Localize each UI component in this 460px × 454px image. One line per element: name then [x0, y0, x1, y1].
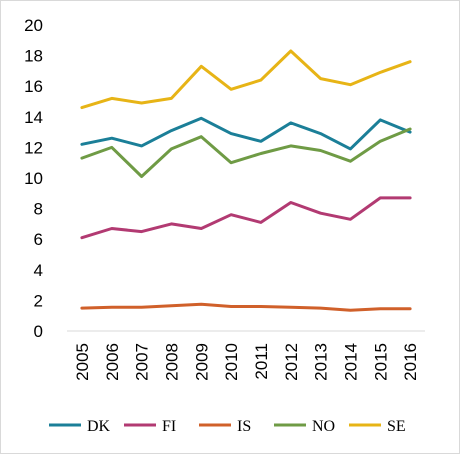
- series-line-se: [80, 49, 412, 110]
- y-tick-label: 14: [24, 108, 43, 127]
- legend-label-fi: FI: [162, 418, 176, 435]
- y-tick-label: 16: [24, 77, 43, 96]
- x-tick-label: 2014: [341, 343, 360, 381]
- series-lines: [80, 49, 412, 312]
- x-axis-tick-labels: 2005 2006 2007 2008 2009 2010 2011 2012 2013 2014…: [73, 343, 420, 381]
- x-tick-label: 2013: [312, 343, 331, 381]
- legend: DK FI IS NO SE: [49, 418, 406, 435]
- x-tick-label: 2005: [73, 343, 92, 381]
- series-line-is: [80, 302, 412, 312]
- series-line-no: [80, 127, 412, 178]
- y-axis-tick-labels: 0 2 4 6 8 10 12 14 16 18 20: [24, 16, 43, 341]
- x-tick-label: 2011: [252, 343, 271, 380]
- y-tick-label: 6: [34, 230, 43, 249]
- series-line-fi: [80, 196, 412, 240]
- x-tick-label: 2010: [222, 343, 241, 381]
- x-tick-label: 2016: [401, 343, 420, 381]
- x-tick-label: 2015: [371, 343, 390, 381]
- y-tick-label: 12: [24, 138, 43, 157]
- y-tick-label: 10: [24, 169, 43, 188]
- x-tick-label: 2009: [192, 343, 211, 381]
- legend-label-no: NO: [312, 418, 335, 435]
- y-tick-label: 4: [34, 261, 43, 280]
- y-tick-label: 0: [34, 322, 43, 341]
- x-tick-label: 2008: [162, 343, 181, 381]
- y-tick-label: 2: [34, 291, 43, 310]
- x-tick-label: 2006: [103, 343, 122, 381]
- y-tick-label: 8: [34, 200, 43, 219]
- legend-label-is: IS: [237, 418, 251, 435]
- x-tick-label: 2012: [282, 343, 301, 381]
- y-tick-label: 18: [24, 47, 43, 66]
- y-tick-label: 20: [24, 16, 43, 35]
- series-line-dk: [80, 116, 412, 151]
- legend-label-dk: DK: [87, 418, 111, 435]
- legend-label-se: SE: [387, 418, 406, 435]
- x-tick-label: 2007: [133, 343, 152, 381]
